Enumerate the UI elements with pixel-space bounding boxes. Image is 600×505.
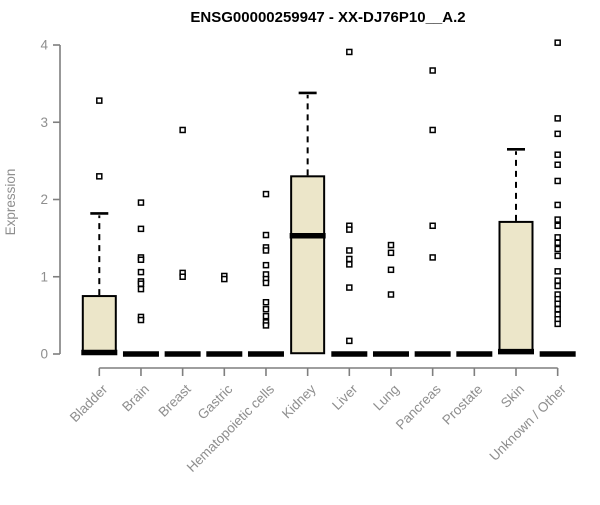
x-category-label: Gastric [195,381,236,422]
box-group-bladder: Bladder [67,97,118,425]
box-group-liver: Liver [329,48,368,413]
outlier-point [387,266,395,274]
outlier-point [554,305,561,313]
outlier-point [554,234,561,241]
x-category-label: Lung [370,382,402,414]
outlier-point [262,190,270,198]
outlier-point [137,285,145,293]
box-group-hematopoietic-cells: Hematopoietic cells [184,190,284,475]
box-rect [290,175,326,355]
y-tick-label: 0 [40,347,48,362]
outlier-point [262,322,270,329]
outlier-point [262,247,270,254]
outlier-point [429,126,436,134]
x-category-label: Unknown / Other [487,381,570,464]
x-category-label: Breast [156,381,194,419]
outlier-point [554,245,561,253]
outlier-point [554,222,561,230]
outlier-point [554,268,561,275]
outlier-point [137,199,145,206]
outlier-point [554,216,561,223]
outlier-point [554,177,561,185]
box-rect [498,220,534,354]
outlier-point [429,254,436,261]
box-group-prostate: Prostate [439,351,493,428]
outlier-point [346,337,353,345]
outlier-point [96,97,103,104]
outlier-point [96,173,103,180]
chart-title: ENSG00000259947 - XX-DJ76P10__A.2 [190,9,465,26]
box-group-lung: Lung [370,241,409,414]
outlier-point [179,273,186,280]
outlier-point [554,252,561,260]
outlier-point [262,312,270,320]
x-category-label: Prostate [439,382,485,428]
box-group-kidney: Kidney [279,91,326,421]
outlier-point [137,268,145,276]
outlier-point [554,201,561,209]
y-tick-label: 3 [40,115,48,130]
outlier-point [262,231,270,239]
y-tick-label: 1 [40,269,48,284]
outlier-point [554,277,561,284]
outlier-point [179,126,186,134]
y-tick-label: 4 [40,38,48,53]
outlier-point [262,279,270,287]
outlier-point [387,241,395,249]
x-category-label: Bladder [67,381,111,425]
y-axis-label: Expression [3,169,18,236]
outlier-point [262,261,270,269]
outlier-point [346,261,353,268]
box-group-breast: Breast [156,126,201,420]
outlier-point [554,39,561,46]
outlier-point [554,151,561,158]
outlier-point [346,226,353,233]
outlier-point [137,316,145,324]
x-category-label: Pancreas [393,381,444,432]
outlier-point [554,239,561,247]
outlier-point [554,130,561,138]
outlier-point [429,222,436,230]
outlier-point [262,298,270,306]
outlier-point [554,161,561,168]
x-category-label: Brain [119,382,152,415]
box-group-gastric: Gastric [195,272,243,422]
outlier-point [137,280,145,287]
outlier-point [554,300,561,308]
outlier-point [137,256,145,264]
box-rect [81,295,117,355]
outlier-point [554,320,561,328]
outlier-point [346,247,353,254]
y-tick-label: 2 [40,192,48,207]
x-category-label: Liver [329,381,361,413]
outlier-point [346,48,353,56]
outlier-point [554,282,561,290]
box-group-pancreas: Pancreas [393,67,451,432]
outlier-point [346,284,353,291]
outlier-point [387,249,395,257]
outlier-point [262,305,270,313]
outlier-point [137,225,145,233]
box-group-brain: Brain [119,199,159,415]
outlier-point [429,67,436,74]
outlier-point [554,115,561,122]
box-group-skin: Skin [498,147,534,411]
x-category-label: Skin [498,382,527,411]
x-category-label: Kidney [279,381,319,421]
plot-area: 0 1 2 3 4 Bladder Brain Breast GastricHematopoie… [40,38,576,475]
outlier-point [221,275,228,283]
outlier-point [346,255,353,263]
outlier-point [387,291,395,298]
